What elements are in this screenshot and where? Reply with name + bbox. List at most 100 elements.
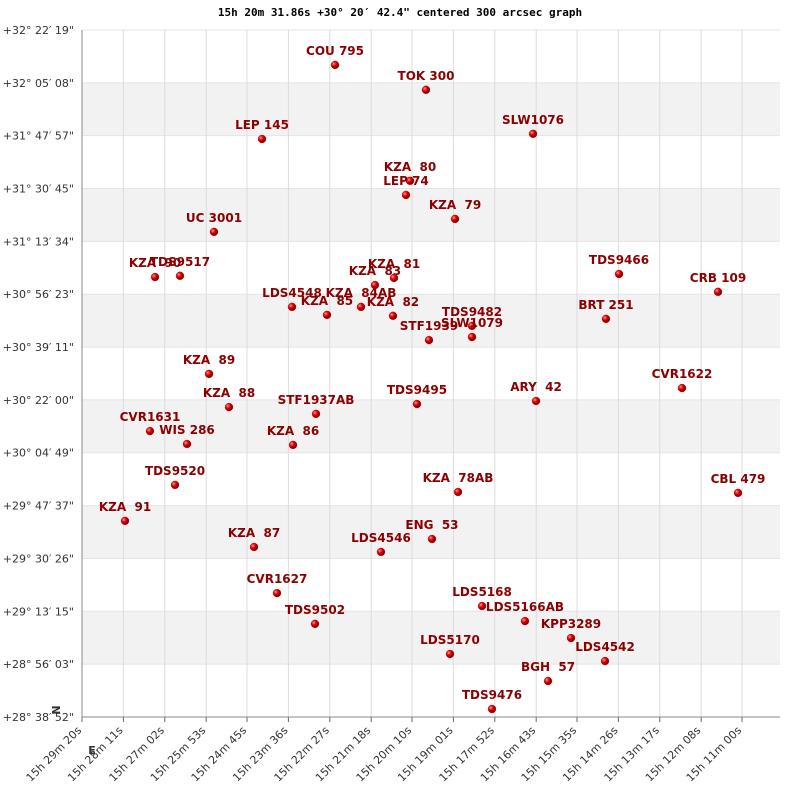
y-tick-label: +30° 56′ 23" bbox=[3, 288, 74, 301]
point-label: STF1937AB bbox=[278, 393, 355, 407]
y-tick-label: +28° 56′ 03" bbox=[3, 658, 74, 671]
point-label: TOK 300 bbox=[398, 69, 455, 83]
point-label: TDS9502 bbox=[285, 603, 345, 617]
star-point bbox=[389, 273, 399, 283]
compass-east: E bbox=[88, 744, 96, 757]
point-label: KZA 88 bbox=[203, 386, 255, 400]
y-tick-label: +31° 30′ 45" bbox=[3, 183, 74, 196]
point-label: KZA 86 bbox=[267, 424, 319, 438]
star-point bbox=[272, 588, 282, 598]
star-point bbox=[445, 649, 455, 659]
point-label: TDS9482 bbox=[442, 305, 502, 319]
point-label: WIS 286 bbox=[159, 423, 215, 437]
star-point bbox=[120, 516, 130, 525]
star-point bbox=[175, 271, 185, 280]
star-point bbox=[182, 439, 192, 449]
point-label: CVR1631 bbox=[120, 410, 181, 424]
point-label: KPP3289 bbox=[541, 617, 601, 631]
chart-title: 15h 20m 31.86s +30° 20′ 42.4" centered 3… bbox=[218, 6, 582, 19]
point-label: KZA 82 bbox=[367, 295, 419, 309]
compass-north: N bbox=[50, 705, 63, 714]
star-point bbox=[388, 311, 398, 320]
point-label: LEP 145 bbox=[235, 118, 289, 132]
y-tick-label: +31° 13′ 34" bbox=[3, 235, 74, 248]
star-point bbox=[310, 619, 320, 628]
y-tick-label: +28° 38′ 52" bbox=[3, 711, 74, 724]
star-point bbox=[528, 129, 538, 138]
point-label: TDS9476 bbox=[462, 688, 522, 702]
star-point bbox=[733, 488, 743, 498]
star-point bbox=[427, 534, 437, 544]
star-point bbox=[170, 480, 180, 490]
point-label: BGH 57 bbox=[521, 660, 575, 674]
point-label: KZA 87 bbox=[228, 526, 280, 540]
star-point bbox=[145, 426, 155, 436]
point-label: CVR1627 bbox=[247, 572, 308, 586]
star-point bbox=[224, 402, 234, 412]
star-point bbox=[412, 399, 422, 409]
y-tick-label: +31° 47′ 57" bbox=[3, 130, 74, 143]
point-label: TDS9517 bbox=[150, 255, 210, 269]
band bbox=[82, 188, 780, 242]
point-label: CVR1622 bbox=[652, 367, 713, 381]
point-label: CRB 109 bbox=[690, 271, 746, 285]
point-label: KZA 83 bbox=[349, 264, 401, 278]
star-point bbox=[477, 601, 487, 611]
y-tick-label: +32° 22′ 19" bbox=[3, 24, 74, 37]
star-point bbox=[249, 542, 259, 552]
point-label: ARY 42 bbox=[510, 380, 562, 394]
star-point bbox=[405, 176, 415, 185]
star-point bbox=[204, 369, 214, 379]
point-label: UC 3001 bbox=[186, 211, 242, 225]
star-point bbox=[356, 302, 366, 312]
point-label: LDS5170 bbox=[420, 633, 480, 647]
point-label: LDS5166AB bbox=[486, 600, 564, 614]
band bbox=[82, 82, 780, 136]
point-label: TDS9466 bbox=[589, 253, 649, 267]
star-point bbox=[566, 633, 576, 643]
star-point bbox=[424, 335, 434, 345]
y-tick-label: +29° 30′ 26" bbox=[3, 552, 74, 565]
point-label: TDS9495 bbox=[387, 383, 447, 397]
star-point bbox=[487, 704, 497, 714]
point-label: TDS9520 bbox=[145, 464, 205, 478]
point-label: LDS4542 bbox=[575, 640, 635, 654]
point-label: KZA 79 bbox=[429, 198, 481, 212]
star-point bbox=[520, 616, 530, 626]
star-point bbox=[614, 269, 624, 279]
plot-background bbox=[81, 29, 780, 718]
star-point bbox=[401, 190, 411, 200]
point-label: KZA 80 bbox=[384, 160, 436, 174]
point-label: SLW1079 bbox=[441, 316, 503, 330]
star-point bbox=[287, 302, 297, 312]
point-label: BRT 251 bbox=[578, 298, 633, 312]
star-point bbox=[531, 396, 541, 406]
star-point bbox=[376, 547, 386, 557]
star-point bbox=[209, 227, 219, 236]
star-point bbox=[370, 280, 380, 290]
point-label: STF1939 bbox=[400, 319, 458, 333]
star-point bbox=[322, 310, 332, 320]
star-point bbox=[450, 214, 460, 224]
point-label: SLW1076 bbox=[502, 113, 564, 127]
point-label: LDS5168 bbox=[452, 585, 512, 599]
y-tick-label: +30° 22′ 00" bbox=[3, 394, 74, 407]
star-point bbox=[150, 272, 160, 282]
band bbox=[82, 611, 780, 665]
point-label: KZA 91 bbox=[99, 500, 151, 514]
point-label: ENG 53 bbox=[405, 518, 458, 532]
y-tick-label: +29° 13′ 15" bbox=[3, 605, 74, 618]
y-tick-label: +30° 39′ 11" bbox=[3, 341, 74, 354]
point-label: COU 795 bbox=[306, 44, 364, 58]
star-point bbox=[467, 332, 477, 342]
y-tick-label: +30° 04′ 49" bbox=[3, 447, 74, 460]
point-label: KZA 90 bbox=[129, 256, 181, 270]
point-label: KZA 84AB bbox=[326, 286, 397, 300]
point-label: LDS4546 bbox=[351, 531, 411, 545]
y-tick-label: +29° 47′ 37" bbox=[3, 500, 74, 513]
y-tick-label: +32° 05′ 08" bbox=[3, 77, 74, 90]
star-point bbox=[677, 383, 687, 393]
star-point bbox=[421, 85, 431, 94]
star-point bbox=[713, 287, 723, 296]
